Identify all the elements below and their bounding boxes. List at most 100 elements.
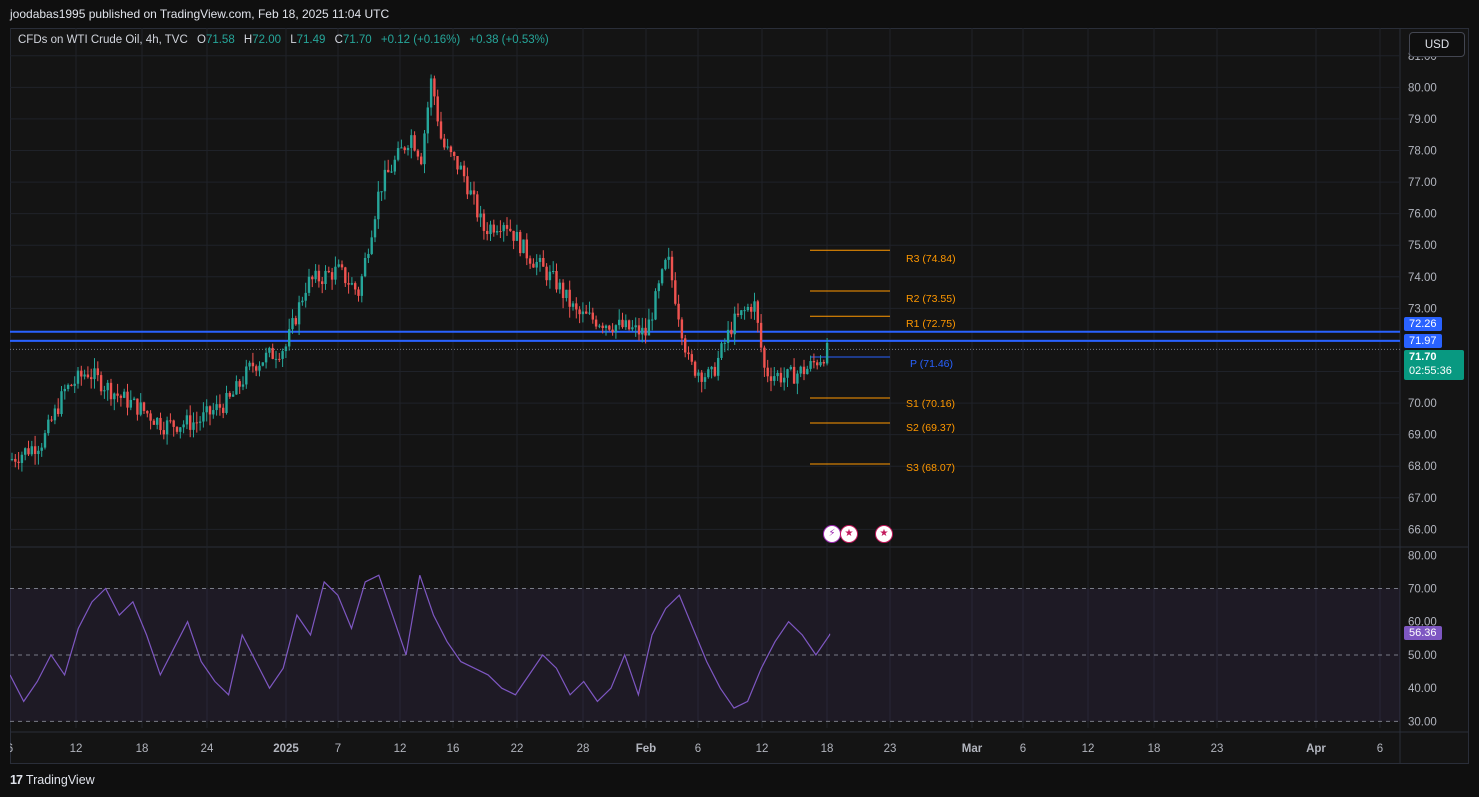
candle-body [330, 272, 334, 280]
candle-body [185, 415, 189, 425]
candle-body [819, 361, 822, 366]
candle [146, 410, 149, 418]
candle [307, 268, 311, 296]
legend-open-label: O [196, 34, 206, 46]
y-tick-label: 73.00 [1408, 303, 1437, 315]
candle-body [159, 417, 162, 431]
candle [796, 370, 799, 395]
candle [733, 306, 736, 345]
candle-body [446, 146, 449, 148]
candle-body [347, 283, 350, 285]
candle [462, 160, 466, 183]
candle-body [291, 318, 294, 330]
candle-body [172, 420, 175, 427]
candle [251, 352, 255, 373]
candle [337, 259, 340, 268]
candle-body [314, 270, 317, 280]
candle-body [812, 361, 816, 363]
candle-body [486, 230, 489, 235]
candle [380, 191, 383, 201]
rsi-y-tick-label: 30.00 [1408, 716, 1437, 728]
grid [10, 28, 1469, 764]
y-tick-label: 66.00 [1408, 524, 1437, 536]
rsi-y-tick-label: 70.00 [1408, 584, 1437, 596]
y-tick-label: 77.00 [1408, 177, 1437, 189]
candle-body [809, 361, 812, 369]
candle-body [99, 375, 103, 392]
candle-body [621, 319, 624, 328]
candle [304, 282, 307, 308]
candle-body [479, 213, 482, 218]
y-tick-label: 80.00 [1408, 82, 1437, 94]
candle-body [786, 369, 789, 378]
candle-body [271, 347, 274, 359]
candle [119, 394, 123, 407]
chart-canvas[interactable]: 81.0080.0079.0078.0077.0076.0075.0074.00… [10, 28, 1469, 764]
publisher-line: joodabas1995 published on TradingView.co… [10, 7, 390, 21]
candle [281, 348, 284, 368]
candle [420, 152, 423, 166]
x-tick-label: 6 [10, 743, 13, 755]
candle [792, 358, 796, 384]
candle-body [235, 381, 238, 395]
candle [499, 220, 502, 239]
candle [545, 263, 548, 286]
candle [248, 360, 251, 371]
candle-body [598, 325, 601, 327]
candle [90, 368, 93, 389]
last-price-badge: 71.70 02:55:36 [1404, 350, 1464, 380]
candle [776, 370, 779, 382]
candle-body [182, 424, 185, 428]
candle-body [703, 377, 707, 382]
legend-open-value: 71.58 [205, 34, 235, 46]
candle-body [63, 388, 66, 392]
candle-body [769, 376, 773, 381]
candle-body [90, 377, 93, 380]
candle-body [218, 404, 222, 408]
us-flag-icon[interactable]: ★ [840, 525, 858, 543]
candle [321, 277, 324, 294]
candle [116, 383, 119, 403]
candle [373, 215, 377, 243]
candle-body [591, 312, 594, 320]
candle [459, 162, 462, 170]
legend-change-2: +0.38 (+0.53%) [469, 34, 549, 46]
us-flag-icon[interactable]: ★ [875, 525, 893, 543]
candle-body [264, 352, 268, 363]
candle-body [578, 309, 581, 315]
pivot-r3-label: R3 (74.84) [906, 253, 956, 265]
candle [126, 383, 129, 416]
candle [631, 320, 634, 332]
candle-body [426, 107, 429, 134]
candle-body [532, 263, 535, 268]
candle [568, 280, 571, 318]
candle-body [495, 231, 499, 233]
candle-body [10, 458, 14, 460]
candle-body [429, 78, 433, 108]
pivot-r2-label: R2 (73.55) [906, 293, 956, 305]
candle [783, 367, 786, 391]
candle [172, 419, 175, 437]
candle-body [228, 392, 231, 397]
candle [278, 352, 281, 362]
candle [763, 345, 766, 377]
candle [505, 217, 509, 236]
candle-body [106, 382, 109, 391]
candle-body [565, 289, 568, 299]
candle-body [324, 270, 327, 284]
footer-brand[interactable]: 17 TradingView [10, 770, 95, 790]
candle [152, 418, 156, 425]
candle-body [334, 266, 337, 280]
candle [532, 258, 535, 268]
candle-body [459, 165, 462, 170]
candle-body [433, 78, 436, 97]
candle-body [24, 448, 27, 455]
currency-button[interactable]: USD [1409, 32, 1465, 57]
lightning-icon[interactable]: ⚡ [823, 525, 841, 543]
x-tick-label: 18 [136, 743, 149, 755]
candle [677, 294, 680, 327]
candles [10, 74, 829, 472]
x-tick-label: 6 [695, 743, 701, 755]
candle-body [406, 147, 410, 151]
candle [624, 314, 627, 330]
